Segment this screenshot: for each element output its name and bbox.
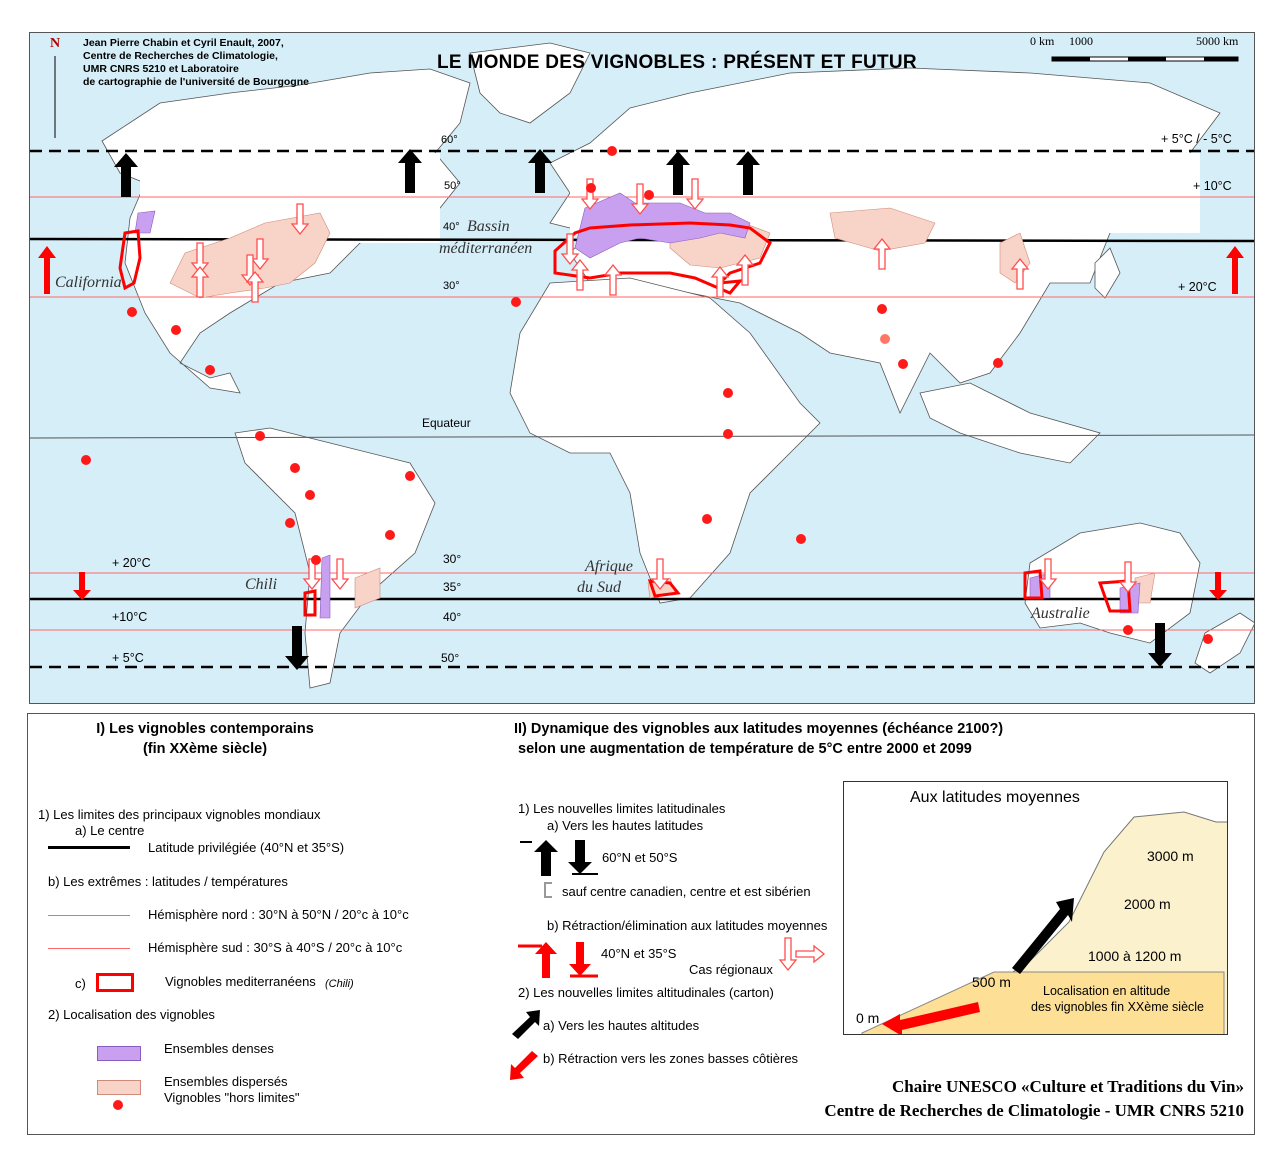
legend-black-line [48, 846, 130, 849]
c-label: c) [75, 976, 86, 991]
high-lat-label: a) Vers les hautes latitudes [547, 818, 704, 833]
scale-zero: 0 km [1030, 34, 1055, 48]
legend-red-dot [113, 1100, 123, 1110]
dense-label: Ensembles denses [164, 1041, 274, 1056]
lat-40-35-label: 40°N et 35°S [601, 946, 677, 961]
credit-line-4: de cartographie de l'université de Bourg… [83, 76, 309, 88]
map-title: LE MONDE DES VIGNOBLES : PRÉSENT ET FUTU… [437, 52, 917, 73]
high-alt-label: a) Vers les hautes altitudes [543, 1018, 700, 1033]
outside-limits-label: Vignobles "hors limites" [164, 1090, 300, 1105]
north-label: N [50, 36, 61, 51]
lat-50s: 50° [441, 651, 460, 665]
scale-end: 5000 km [1196, 34, 1239, 48]
equator-label: Equateur [422, 416, 471, 430]
region-california: California [55, 274, 122, 291]
map-graphics [30, 33, 1254, 703]
region-mediterranean: méditerranéen [439, 240, 533, 257]
lat-60: 60° [441, 134, 458, 146]
footer-line-1: Chaire UNESCO «Culture et Traditions du … [891, 1077, 1244, 1096]
lat-40n: 40° [443, 221, 460, 233]
north-hemisphere-label: Hémisphère nord : 30°N à 50°N / 20°c à 1… [148, 907, 409, 922]
extremes-label: b) Les extrêmes : latitudes / températur… [48, 874, 288, 889]
north-arrow-icon [47, 38, 63, 138]
preferred-latitude-label: Latitude privilégiée (40°N et 35°S) [148, 840, 345, 855]
altitude-inset [843, 781, 1228, 1035]
new-lat-limits-heading: 1) Les nouvelles limites latitudinales [518, 801, 726, 816]
lat-35s: 35° [443, 580, 462, 594]
legend-red-arrows-icon [518, 942, 598, 978]
scale-bar [1051, 56, 1239, 62]
alt-2000: 2000 m [1124, 896, 1171, 912]
legend-red-outline [96, 973, 134, 992]
legend-black-arrows-icon [520, 840, 598, 876]
legend-panel [27, 713, 1255, 1135]
region-bassin: Bassin [467, 218, 510, 235]
inset-title: Aux latitudes moyennes [910, 789, 1080, 806]
retraction-label: b) Rétraction/élimination aux latitudes … [547, 918, 828, 933]
legend-red-diag-arrow-icon [510, 1051, 538, 1080]
limits-heading: 1) Les limites des principaux vignobles … [38, 807, 321, 822]
temp-10s: +10°C [112, 610, 148, 624]
alt-3000: 3000 m [1147, 848, 1194, 864]
region-du-sud: du Sud [577, 579, 621, 596]
footer-line-2: Centre de Recherches de Climatologie - U… [824, 1101, 1244, 1120]
outside-limit-vineyard-dots [81, 146, 1213, 644]
lat-50n: 50° [444, 180, 461, 192]
region-australie: Australie [1031, 605, 1090, 622]
temp-5n: + 5°C / - 5°C [1161, 132, 1232, 146]
lat-30n: 30° [443, 280, 460, 292]
mediterranean-label: Vignobles mediterranéens [165, 974, 316, 989]
alt-0: 0 m [856, 1010, 880, 1026]
inset-localisation-1: Localisation en altitude [1043, 984, 1171, 998]
inset-localisation-2: des vignobles fin XXème siècle [1031, 1000, 1205, 1014]
new-alt-limits-heading: 2) Les nouvelles limites altitudinales (… [518, 985, 774, 1000]
region-afrique: Afrique [585, 558, 633, 575]
except-label: sauf centre canadien, centre et est sibé… [562, 884, 811, 899]
credit-line-2: Centre de Recherches de Climatologie, [83, 50, 278, 62]
lat-40s: 40° [443, 610, 462, 624]
chili-label: (Chili) [325, 978, 354, 990]
retract-low-label: b) Rétraction vers les zones basses côti… [543, 1051, 799, 1066]
temp-10n: + 10°C [1193, 179, 1232, 193]
temp-20s: + 20°C [112, 556, 151, 570]
legend-section1-title: I) Les vignobles contemporains [96, 721, 314, 737]
temp-20n: + 20°C [1178, 280, 1217, 294]
dispersed-label: Ensembles dispersés [164, 1074, 288, 1089]
legend-black-diag-arrow-icon [512, 1010, 540, 1039]
credit-line-1: Jean Pierre Chabin et Cyril Enault, 2007… [83, 37, 284, 49]
scale-mid: 1000 [1069, 34, 1093, 48]
legend-dispersed-swatch [97, 1080, 141, 1095]
legend-section2-subtitle: selon une augmentation de température de… [518, 741, 972, 757]
legend-red-line-north [48, 915, 130, 916]
legend-red-line-south [48, 948, 130, 949]
south-hemisphere-label: Hémisphère sud : 30°S à 40°S / 20°c à 10… [148, 940, 403, 955]
legend-section1-subtitle: (fin XXème siècle) [142, 741, 268, 757]
legend-hollow-arrows-icon [778, 937, 826, 972]
world-map [29, 32, 1255, 704]
regional-label: Cas régionaux [689, 962, 773, 977]
alt-1000: 1000 à 1200 m [1088, 948, 1182, 964]
localisation-heading: 2) Localisation des vignobles [48, 1007, 215, 1022]
legend-bracket-icon [544, 882, 552, 898]
temp-5s: + 5°C [112, 651, 144, 665]
credit-line-3: UMR CNRS 5210 et Laboratoire [83, 63, 239, 75]
altitude-diagram [861, 811, 1227, 1034]
legend-section2-title: II) Dynamique des vignobles aux latitude… [514, 721, 1004, 737]
alt-500: 500 m [972, 974, 1011, 990]
center-label: a) Le centre [75, 823, 145, 838]
lat-30s: 30° [443, 552, 462, 566]
lat-60-50-label: 60°N et 50°S [602, 850, 678, 865]
legend-dense-swatch [97, 1046, 141, 1061]
region-chili: Chili [245, 576, 278, 593]
